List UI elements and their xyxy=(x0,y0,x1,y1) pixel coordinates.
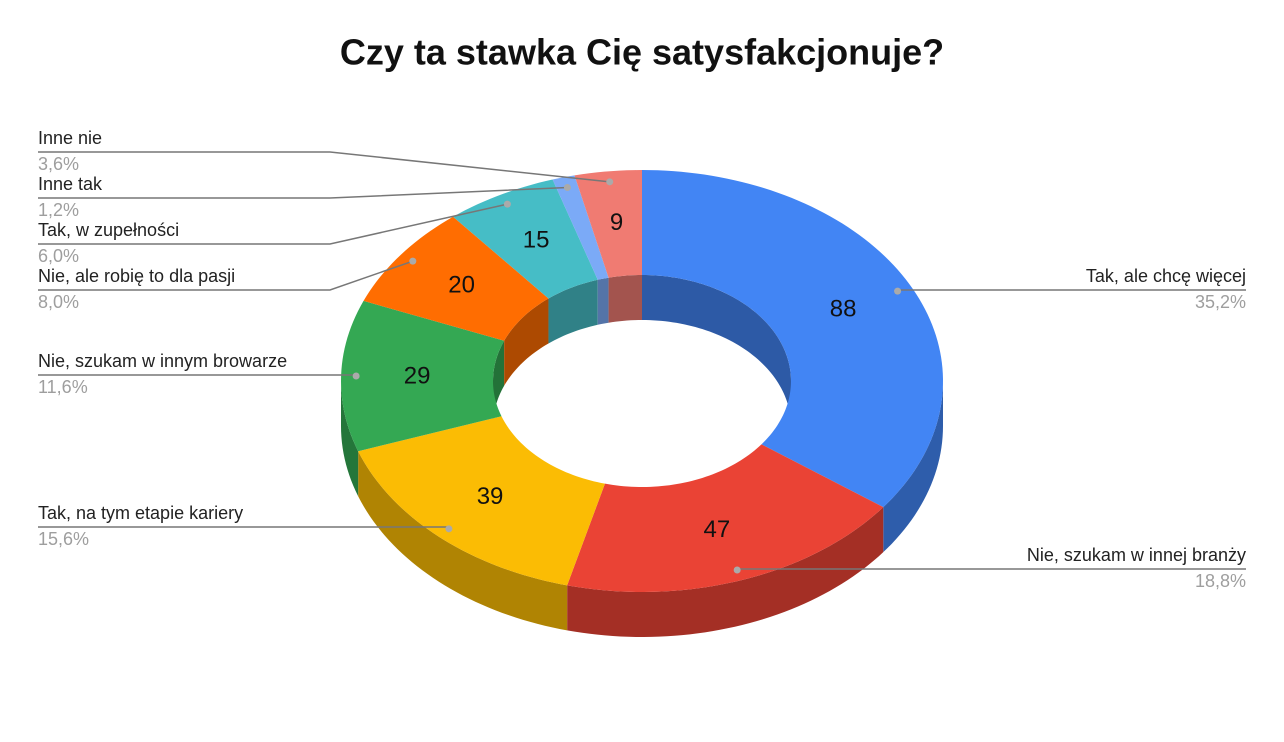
legend-label: Nie, szukam w innym browarze xyxy=(38,351,287,371)
percent-label: 3,6% xyxy=(38,154,79,174)
slice-outer-wall xyxy=(341,381,359,497)
slice xyxy=(341,300,505,452)
percent-label: 1,2% xyxy=(38,200,79,220)
leader-line xyxy=(38,260,414,291)
slice xyxy=(552,175,609,280)
percent-label: 8,0% xyxy=(38,292,79,312)
percent-label: 6,0% xyxy=(38,246,79,266)
leader-line xyxy=(38,186,568,199)
slice-inner-wall xyxy=(642,275,791,426)
legend-label: Tak, ale chcę więcej xyxy=(1086,266,1246,286)
percent-label: 11,6% xyxy=(38,377,88,397)
legend-label: Nie, szukam w innej branży xyxy=(1027,545,1246,565)
data-label: 15 xyxy=(523,227,550,254)
leader-dot xyxy=(563,183,571,191)
leader-line xyxy=(38,203,508,245)
slice xyxy=(363,216,549,341)
slice xyxy=(574,170,642,278)
leader-line xyxy=(38,151,610,183)
data-label: 9 xyxy=(610,209,623,236)
leader-dot xyxy=(606,178,614,186)
percent-label: 35,2% xyxy=(1195,292,1246,312)
data-label: 29 xyxy=(404,362,431,389)
slice-outer-wall xyxy=(567,507,884,637)
legend-label: Inne tak xyxy=(38,174,103,194)
chart-title: Czy ta stawka Cię satysfakcjonuje? xyxy=(340,32,944,73)
legend-label: Tak, w zupełności xyxy=(38,220,179,240)
legend-label: Nie, ale robię to dla pasji xyxy=(38,266,235,286)
leader-dot xyxy=(733,566,741,574)
leader-dot xyxy=(894,287,902,295)
legend-label: Tak, na tym etapie kariery xyxy=(38,503,243,523)
slice-inner-wall xyxy=(608,275,642,323)
leader-dot xyxy=(409,257,417,265)
leader-dot xyxy=(352,372,360,380)
leader-dot xyxy=(445,525,453,533)
percent-label: 18,8% xyxy=(1195,571,1246,591)
data-label: 39 xyxy=(477,483,504,510)
slice xyxy=(642,170,943,508)
data-label: 47 xyxy=(704,516,731,543)
slice-inner-wall xyxy=(597,277,609,325)
slice-inner-wall xyxy=(548,279,598,344)
slice-outer-wall xyxy=(358,451,568,631)
slice-inner-wall xyxy=(504,298,549,386)
legend-label: Inne nie xyxy=(38,128,102,148)
slice xyxy=(453,179,598,299)
data-label: 88 xyxy=(830,295,857,322)
slice-outer-wall xyxy=(883,381,943,553)
data-label: 20 xyxy=(448,272,475,299)
slice xyxy=(358,416,605,586)
slice xyxy=(567,444,884,592)
leader-dot xyxy=(503,200,511,208)
percent-label: 15,6% xyxy=(38,529,89,549)
